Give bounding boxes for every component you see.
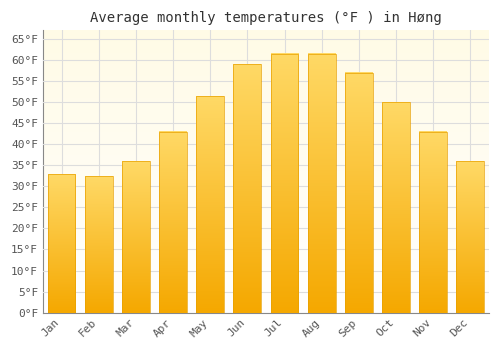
Bar bbox=[345, 72, 373, 313]
Bar bbox=[419, 132, 447, 313]
Bar bbox=[122, 161, 150, 313]
Bar bbox=[159, 132, 187, 313]
Bar bbox=[85, 176, 112, 313]
Title: Average monthly temperatures (°F ) in Høng: Average monthly temperatures (°F ) in Hø… bbox=[90, 11, 442, 25]
Bar bbox=[456, 161, 484, 313]
Bar bbox=[234, 64, 262, 313]
Bar bbox=[308, 54, 336, 313]
Bar bbox=[196, 96, 224, 313]
Bar bbox=[382, 102, 410, 313]
Bar bbox=[48, 174, 76, 313]
Bar bbox=[270, 54, 298, 313]
